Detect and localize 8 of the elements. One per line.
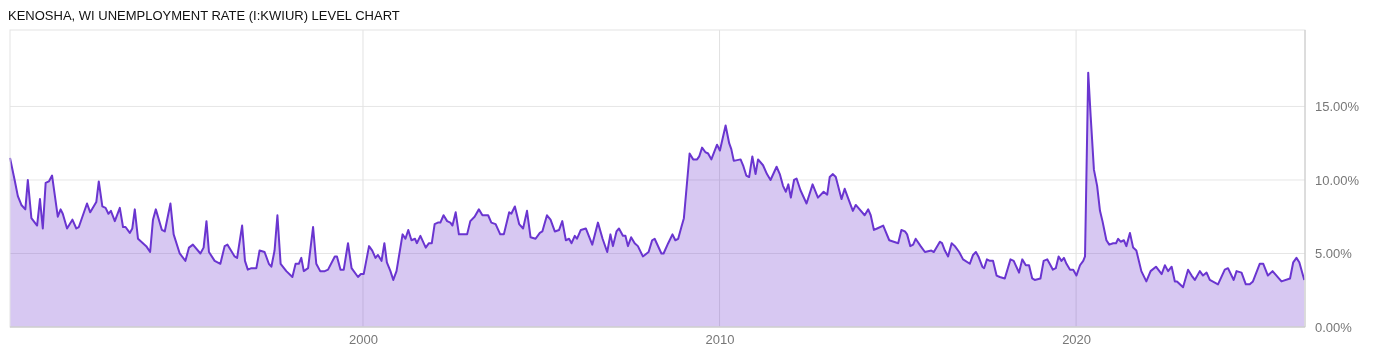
x-tick-label: 2010 — [705, 332, 735, 348]
y-tick-label: 10.00% — [1315, 172, 1360, 188]
chart-title: KENOSHA, WI UNEMPLOYMENT RATE (I:KWIUR) LEVEL CHART — [8, 8, 400, 23]
x-tick-label: 2020 — [1062, 332, 1092, 348]
x-tick-label: 2000 — [349, 332, 378, 348]
y-tick-label: 0.00% — [1315, 319, 1353, 335]
y-tick-label: 5.00% — [1315, 246, 1353, 262]
y-tick-label: 15.00% — [1315, 99, 1360, 115]
